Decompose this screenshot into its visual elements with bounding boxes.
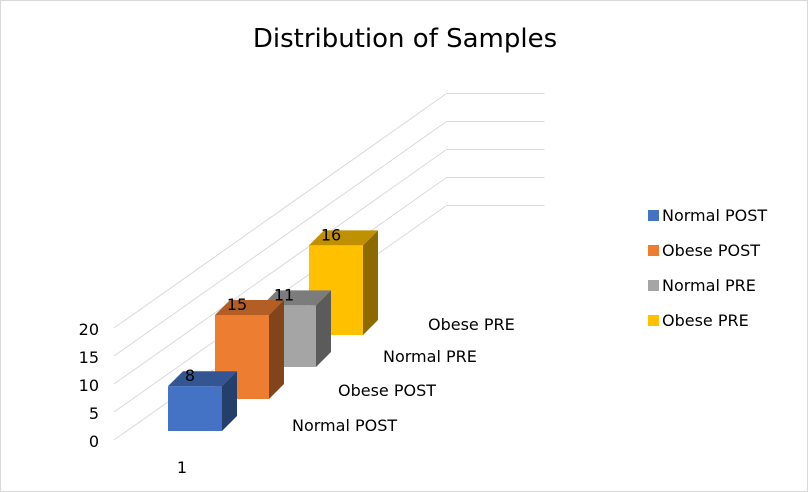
data-label: 16 (321, 225, 341, 244)
legend-label: Normal POST (662, 206, 767, 225)
gridline-slant (113, 149, 447, 385)
legend: Normal POST Obese POST Normal PRE Obese PRE (648, 206, 767, 330)
depth-category-label: Obese PRE (428, 315, 515, 334)
legend-swatch (648, 280, 659, 291)
bar-normal-post (168, 371, 237, 431)
depth-category-label: Normal PRE (383, 347, 477, 366)
data-labels: 16 11 15 8 (185, 225, 341, 385)
legend-swatch (648, 210, 659, 221)
x-category-label: 1 (177, 458, 187, 477)
legend-item: Normal POST (648, 206, 767, 225)
gridline-slant (113, 121, 447, 357)
legend-swatch (648, 245, 659, 256)
legend-label: Obese PRE (662, 311, 749, 330)
bars (168, 230, 378, 431)
legend-swatch (648, 315, 659, 326)
y-tick-label: 20 (79, 320, 99, 339)
depth-category-label: Normal POST (292, 416, 397, 435)
y-tick-label: 5 (89, 404, 99, 423)
legend-item: Obese POST (648, 241, 760, 260)
y-tick-label: 0 (89, 432, 99, 451)
legend-item: Obese PRE (648, 311, 749, 330)
legend-label: Obese POST (662, 241, 760, 260)
y-tick-label: 10 (79, 376, 99, 395)
x-category-labels: 1 (177, 458, 187, 477)
y-tick-label: 15 (79, 348, 99, 367)
depth-category-label: Obese POST (338, 381, 436, 400)
data-label: 15 (227, 295, 247, 314)
gridline-slant (113, 93, 447, 329)
legend-item: Normal PRE (648, 276, 756, 295)
bar-obese-pre (309, 230, 378, 335)
y-axis-ticks: 0 5 10 15 20 (79, 320, 99, 451)
data-label: 11 (274, 285, 294, 304)
depth-category-labels: Normal POST Obese POST Normal PRE Obese PRE (292, 315, 515, 435)
chart-title: Distribution of Samples (253, 24, 557, 54)
legend-label: Normal PRE (662, 276, 756, 295)
data-label: 8 (185, 366, 195, 385)
